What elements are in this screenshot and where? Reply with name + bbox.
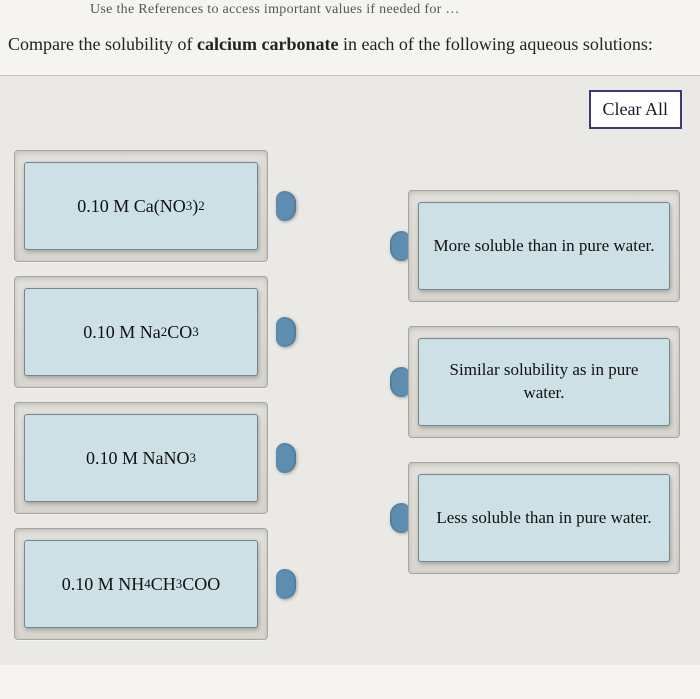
target-tile: Similar solubility as in pure water. (418, 338, 670, 426)
compound-tile[interactable]: 0.10 M NH4CH3COO (24, 540, 258, 628)
connector-tab-icon (276, 191, 296, 221)
compound-slot: 0.10 M Ca(NO3)2 (14, 150, 294, 262)
connector-tab-icon (390, 367, 410, 397)
target-tile: More soluble than in pure water. (418, 202, 670, 290)
compound-slot: 0.10 M NH4CH3COO (14, 528, 294, 640)
target-column: More soluble than in pure water. Similar… (408, 190, 680, 598)
connector-tab-icon (276, 443, 296, 473)
workspace: Clear All 0.10 M Ca(NO3)2 0.10 M Na2CO3 … (0, 75, 700, 665)
target-slot[interactable]: More soluble than in pure water. (408, 190, 680, 302)
compound-column: 0.10 M Ca(NO3)2 0.10 M Na2CO3 0.10 M NaN… (14, 150, 294, 654)
target-slot[interactable]: Less soluble than in pure water. (408, 462, 680, 574)
target-slot[interactable]: Similar solubility as in pure water. (408, 326, 680, 438)
reference-hint: Use the References to access important v… (0, 0, 700, 26)
connector-tab-icon (390, 503, 410, 533)
question-prompt: Compare the solubility of calcium carbon… (0, 26, 700, 75)
compound-tile[interactable]: 0.10 M NaNO3 (24, 414, 258, 502)
prompt-prefix: Compare the solubility of (8, 34, 197, 54)
compound-slot: 0.10 M Na2CO3 (14, 276, 294, 388)
connector-tab-icon (276, 317, 296, 347)
connector-tab-icon (276, 569, 296, 599)
clear-all-button[interactable]: Clear All (589, 90, 683, 129)
compound-tile[interactable]: 0.10 M Ca(NO3)2 (24, 162, 258, 250)
compound-slot: 0.10 M NaNO3 (14, 402, 294, 514)
prompt-bold: calcium carbonate (197, 34, 338, 54)
connector-tab-icon (390, 231, 410, 261)
target-tile: Less soluble than in pure water. (418, 474, 670, 562)
compound-tile[interactable]: 0.10 M Na2CO3 (24, 288, 258, 376)
prompt-suffix: in each of the following aqueous solutio… (338, 34, 652, 54)
